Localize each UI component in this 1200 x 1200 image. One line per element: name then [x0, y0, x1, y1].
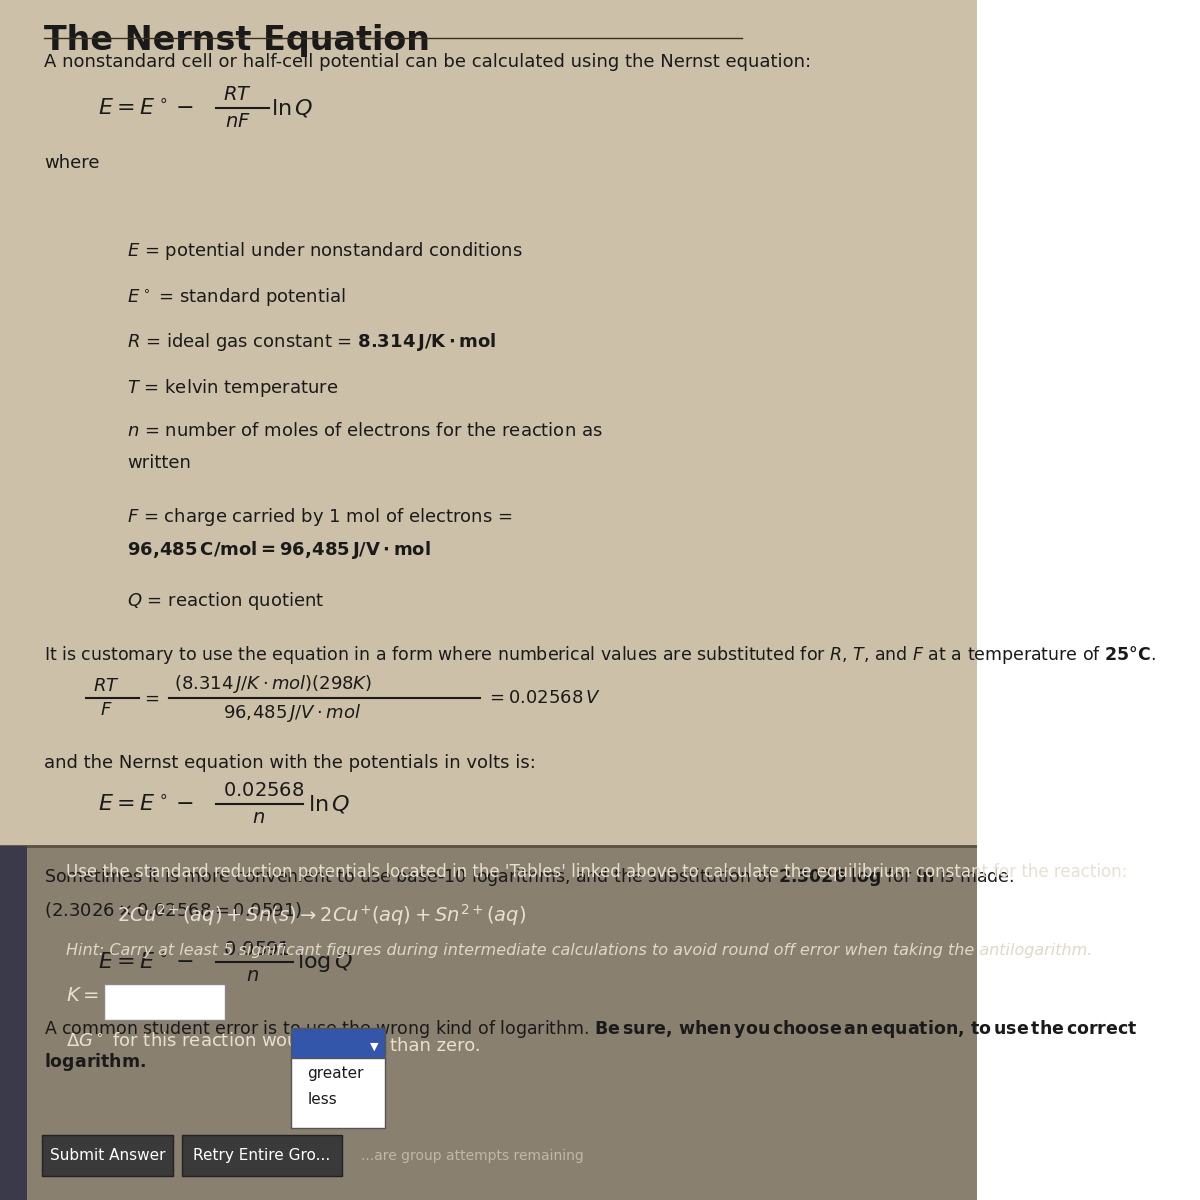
- Text: $96,\!485\,J/V \cdot mol$: $96,\!485\,J/V \cdot mol$: [223, 702, 361, 724]
- Text: =: =: [144, 689, 160, 708]
- Text: $0.02568$: $0.02568$: [223, 781, 304, 800]
- FancyBboxPatch shape: [0, 846, 977, 1200]
- Text: Use the standard reduction potentials located in the 'Tables' linked above to ca: Use the standard reduction potentials lo…: [66, 863, 1128, 881]
- Text: less: less: [307, 1092, 337, 1106]
- Text: ▼: ▼: [370, 1042, 378, 1051]
- Text: $\ln Q$: $\ln Q$: [271, 97, 314, 119]
- Text: $\log Q$: $\log Q$: [296, 950, 353, 974]
- Text: $\mathit{T}$ = kelvin temperature: $\mathit{T}$ = kelvin temperature: [127, 377, 338, 398]
- Text: $(8.314\,J/K \cdot mol)(298K)$: $(8.314\,J/K \cdot mol)(298K)$: [174, 673, 372, 695]
- Text: It is customary to use the equation in a form where numberical values are substi: It is customary to use the equation in a…: [44, 644, 1156, 666]
- Text: $2Cu^{2+}(aq) + Sn(s) \rightarrow 2Cu^{+}(aq) + Sn^{2+}(aq)$: $2Cu^{2+}(aq) + Sn(s) \rightarrow 2Cu^{+…: [118, 902, 527, 929]
- FancyBboxPatch shape: [103, 984, 224, 1020]
- Text: $\Delta G^\circ$ for this reaction would be: $\Delta G^\circ$ for this reaction would…: [66, 1032, 344, 1050]
- Text: A common student error is to use the wrong kind of logarithm. $\mathbf{Be\,sure,: A common student error is to use the wro…: [44, 1018, 1138, 1039]
- Text: and the Nernst equation with the potentials in volts is:: and the Nernst equation with the potenti…: [44, 754, 536, 772]
- Text: $K =$: $K =$: [66, 986, 100, 1006]
- Text: ...are group attempts remaining: ...are group attempts remaining: [361, 1148, 584, 1163]
- Text: $(2.3026 \times 0.02568 = 0.0591)$: $(2.3026 \times 0.02568 = 0.0591)$: [44, 900, 302, 920]
- Text: $RT$: $RT$: [92, 677, 120, 695]
- Text: $\mathit{F}$ = charge carried by 1 mol of electrons =: $\mathit{F}$ = charge carried by 1 mol o…: [127, 506, 512, 528]
- Text: where: where: [44, 154, 100, 172]
- Text: $n$: $n$: [246, 966, 259, 985]
- FancyBboxPatch shape: [290, 1058, 385, 1128]
- Text: $0.0591$: $0.0591$: [223, 940, 290, 959]
- Text: $RT$: $RT$: [223, 85, 251, 104]
- Text: Retry Entire Gro...: Retry Entire Gro...: [193, 1148, 330, 1163]
- FancyBboxPatch shape: [290, 1028, 385, 1064]
- Text: The Nernst Equation: The Nernst Equation: [44, 24, 430, 56]
- FancyBboxPatch shape: [0, 846, 28, 1200]
- Text: Hint: Carry at least 5 significant figures during intermediate calculations to a: Hint: Carry at least 5 significant figur…: [66, 943, 1093, 958]
- Text: $\mathit{n}$ = number of moles of electrons for the reaction as: $\mathit{n}$ = number of moles of electr…: [127, 422, 602, 440]
- Text: greater: greater: [307, 1066, 364, 1080]
- Text: written: written: [127, 454, 191, 472]
- Text: Sometimes it is more convenient to use base-10 logarithms, and the substitution : Sometimes it is more convenient to use b…: [44, 866, 1014, 888]
- Text: $\mathit{E}$ = potential under nonstandard conditions: $\mathit{E}$ = potential under nonstanda…: [127, 240, 522, 262]
- Text: A nonstandard cell or half-cell potential can be calculated using the Nernst equ: A nonstandard cell or half-cell potentia…: [44, 53, 811, 71]
- Text: than zero.: than zero.: [390, 1037, 480, 1056]
- Text: $\mathit{E}^\circ$ = standard potential: $\mathit{E}^\circ$ = standard potential: [127, 286, 346, 307]
- Text: $E = E^\circ -$: $E = E^\circ -$: [97, 97, 193, 119]
- FancyBboxPatch shape: [181, 1135, 342, 1176]
- FancyBboxPatch shape: [42, 1135, 173, 1176]
- Text: $\mathit{Q}$ = reaction quotient: $\mathit{Q}$ = reaction quotient: [127, 590, 324, 612]
- FancyBboxPatch shape: [0, 0, 977, 846]
- Text: $n$: $n$: [252, 808, 265, 827]
- Text: $F$: $F$: [100, 701, 112, 719]
- Text: $\mathit{R}$ = ideal gas constant = $\mathbf{8.314\,J/K \cdot mol}$: $\mathit{R}$ = ideal gas constant = $\ma…: [127, 331, 497, 353]
- Text: $\mathbf{96,\!485\,C/mol = 96,\!485\,J/V \cdot mol}$: $\mathbf{96,\!485\,C/mol = 96,\!485\,J/V…: [127, 539, 431, 560]
- Text: $\mathbf{logarithm.}$: $\mathbf{logarithm.}$: [44, 1051, 146, 1073]
- Text: $E = E^\circ -$: $E = E^\circ -$: [97, 793, 193, 815]
- Text: $= 0.02568\,V$: $= 0.02568\,V$: [486, 689, 601, 708]
- Text: Submit Answer: Submit Answer: [49, 1148, 166, 1163]
- Text: $nF$: $nF$: [224, 112, 251, 131]
- Text: $\ln Q$: $\ln Q$: [307, 793, 350, 815]
- Text: $E = E^\circ -$: $E = E^\circ -$: [97, 952, 193, 973]
